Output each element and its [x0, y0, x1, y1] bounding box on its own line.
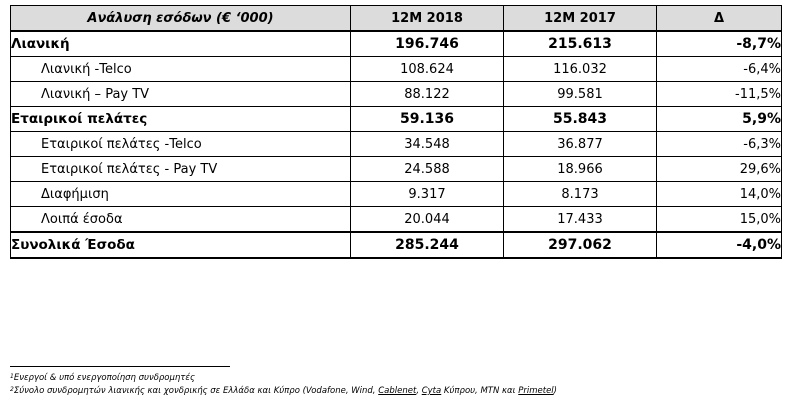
- row-label: Εταιρικοί πελάτες - Pay TV: [11, 157, 351, 182]
- value-delta: 29,6%: [657, 157, 782, 182]
- value-2018: 59.136: [351, 107, 504, 132]
- footnote-2: 2Σύνολο συνδρομητών λιανικής και χονδρικ…: [10, 386, 557, 396]
- table-row: Λιανική -Telco 108.624 116.032 -6,4%: [11, 57, 782, 82]
- table-row: Λιανική 196.746 215.613 -8,7%: [11, 31, 782, 57]
- table-row: Λοιπά έσοδα 20.044 17.433 15,0%: [11, 207, 782, 233]
- footnote-1: 1Ενεργοί & υπό ενεργοποίηση συνδρομητές: [10, 373, 195, 383]
- header-12m-2018: 12M 2018: [351, 6, 504, 32]
- row-label: Λιανική: [11, 31, 351, 57]
- value-2017: 215.613: [504, 31, 657, 57]
- value-2018: 88.122: [351, 82, 504, 107]
- value-2018: 196.746: [351, 31, 504, 57]
- value-delta: 15,0%: [657, 207, 782, 233]
- value-2017: 36.877: [504, 132, 657, 157]
- value-2017: 17.433: [504, 207, 657, 233]
- footnote-separator: [10, 366, 230, 367]
- value-delta: -6,4%: [657, 57, 782, 82]
- value-delta: -8,7%: [657, 31, 782, 57]
- footnote-2-cyta: Cyta: [422, 386, 442, 396]
- value-delta: 5,9%: [657, 107, 782, 132]
- value-2018: 285.244: [351, 232, 504, 258]
- table-row: Εταιρικοί πελάτες -Telco 34.548 36.877 -6,3…: [11, 132, 782, 157]
- header-12m-2017: 12M 2017: [504, 6, 657, 32]
- value-2017: 297.062: [504, 232, 657, 258]
- row-label: Εταιρικοί πελάτες -Telco: [11, 132, 351, 157]
- value-2018: 108.624: [351, 57, 504, 82]
- table-row: Διαφήμιση 9.317 8.173 14,0%: [11, 182, 782, 207]
- footnote-2-cablenet: Cablenet: [378, 386, 416, 396]
- value-2018: 20.044: [351, 207, 504, 233]
- footnote-2-text: Σύνολο συνδρομητών λιανικής και χονδρική…: [14, 386, 378, 396]
- table-row: Λιανική – Pay TV 88.122 99.581 -11,5%: [11, 82, 782, 107]
- value-2018: 24.588: [351, 157, 504, 182]
- row-label: Διαφήμιση: [11, 182, 351, 207]
- revenue-table: Ανάλυση εσόδων (€ ‘000) 12M 2018 12M 201…: [10, 5, 782, 259]
- footnote-2-end: ): [554, 386, 557, 396]
- value-delta: 14,0%: [657, 182, 782, 207]
- value-2017: 8.173: [504, 182, 657, 207]
- header-delta: Δ: [657, 6, 782, 32]
- footnote-1-text: Ενεργοί & υπό ενεργοποίηση συνδρομητές: [14, 373, 195, 383]
- value-2018: 34.548: [351, 132, 504, 157]
- table-row: Συνολικά Έσοδα 285.244 297.062 -4,0%: [11, 232, 782, 258]
- row-label: Λιανική -Telco: [11, 57, 351, 82]
- row-label: Λοιπά έσοδα: [11, 207, 351, 233]
- row-label: Εταιρικοί πελάτες: [11, 107, 351, 132]
- value-2017: 116.032: [504, 57, 657, 82]
- value-delta: -6,3%: [657, 132, 782, 157]
- value-delta: -11,5%: [657, 82, 782, 107]
- value-delta: -4,0%: [657, 232, 782, 258]
- footnote-2-primetel: Primetel: [518, 386, 553, 396]
- row-label: Συνολικά Έσοδα: [11, 232, 351, 258]
- header-revenue-analysis: Ανάλυση εσόδων (€ ‘000): [11, 6, 351, 32]
- table-row: Εταιρικοί πελάτες 59.136 55.843 5,9%: [11, 107, 782, 132]
- row-label: Λιανική – Pay TV: [11, 82, 351, 107]
- value-2017: 18.966: [504, 157, 657, 182]
- footnote-2-mid: Κύπρου, MTN και: [441, 386, 518, 396]
- table-row: Εταιρικοί πελάτες - Pay TV 24.588 18.966 29…: [11, 157, 782, 182]
- table-header-row: Ανάλυση εσόδων (€ ‘000) 12M 2018 12M 201…: [11, 6, 782, 32]
- value-2018: 9.317: [351, 182, 504, 207]
- value-2017: 55.843: [504, 107, 657, 132]
- value-2017: 99.581: [504, 82, 657, 107]
